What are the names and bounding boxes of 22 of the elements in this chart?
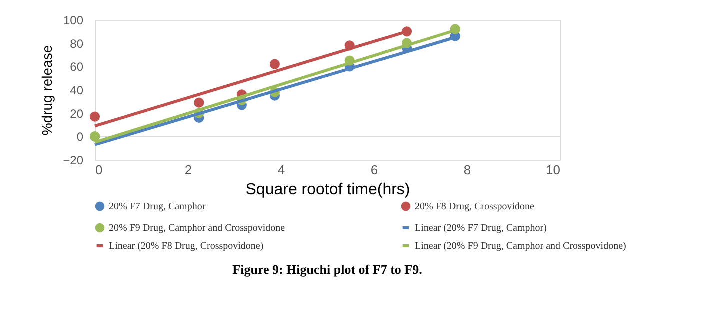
x-tick-label: 4 — [278, 162, 286, 178]
y-tick-label: 100 — [63, 14, 84, 28]
legend-label: 20% F7 Drug, Camphor — [109, 201, 206, 212]
y-tick-label: 60 — [70, 60, 84, 74]
y-tick-label: 20 — [70, 106, 84, 121]
y-axis-title: %drug release — [39, 45, 56, 136]
x-axis-title: Square rootof time(hrs) — [246, 182, 410, 198]
x-tick-label: 10 — [546, 162, 560, 178]
legend-label: 20% F9 Drug, Camphor and Crosspovidone — [109, 223, 286, 234]
legend-label: Linear (20% F9 Drug, Camphor and Crosspovidone) — [415, 241, 626, 252]
text: Figure 9: Higuchi plot of F7 to F9. — [232, 262, 422, 277]
y-tick-label: −20 — [63, 154, 84, 168]
legend-label: 20% F8 Drug, Crosspovidone — [415, 201, 536, 212]
x-tick-label: 0 — [96, 162, 103, 178]
legend-label: Linear (20% F7 Drug, Camphor) — [415, 223, 547, 234]
x-tick-label: 6 — [370, 162, 378, 178]
legend-label: Linear (20% F8 Drug, Crosspovidone) — [109, 241, 264, 252]
x-tick-label: 8 — [464, 162, 472, 178]
y-tick-label: 40 — [70, 84, 84, 98]
y-tick-label: 0 — [76, 130, 84, 144]
y-tick-label: 80 — [70, 36, 84, 51]
x-tick-label: 2 — [184, 162, 192, 178]
